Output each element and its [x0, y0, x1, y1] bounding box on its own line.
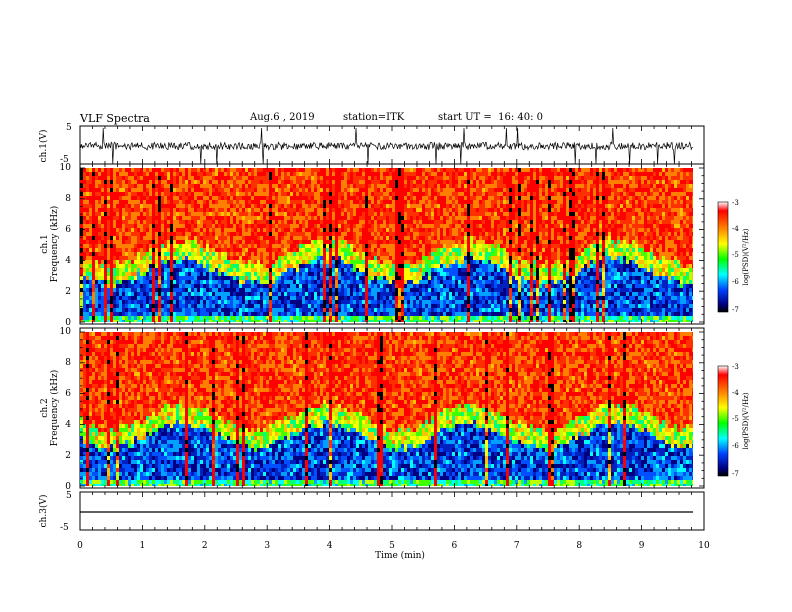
- spec2-ylabel-channel: ch.2: [40, 398, 50, 417]
- spec2-ytick-8: 8: [65, 358, 71, 368]
- spec2-ytick-2: 2: [65, 451, 71, 461]
- xtick-2: 2: [202, 541, 208, 551]
- x-axis-label: Time (min): [375, 550, 425, 561]
- spec2-ytick-6: 6: [65, 389, 71, 399]
- cb1-tick-5: -5: [732, 251, 739, 259]
- cb1-tick-6: -6: [732, 278, 739, 286]
- colorbar-ch2: [717, 365, 729, 477]
- xtick-0: 0: [77, 541, 83, 551]
- colorbar-ch2-ticks: -3 -4 -5 -6 -7: [732, 363, 739, 478]
- xtick-10: 10: [698, 541, 710, 551]
- spec1-ytick-6: 6: [65, 225, 71, 235]
- xtick-8: 8: [576, 541, 582, 551]
- date-label: Aug.6 , 2019: [250, 112, 315, 123]
- spec1-ytick-8: 8: [65, 194, 71, 204]
- spec2-ytick-10: 10: [60, 327, 72, 337]
- ch3-ytick-neg5: -5: [60, 523, 69, 533]
- xtick-3: 3: [264, 541, 270, 551]
- spec1-ytick-labels: 0 2 4 6 8 10: [60, 163, 72, 328]
- x-axis-ticks: [79, 126, 705, 530]
- xtick-1: 1: [140, 541, 146, 551]
- colorbar-ch1-ticks: -3 -4 -5 -6 -7: [732, 199, 739, 314]
- spec2-ylabel-frequency: Frequency (kHz): [49, 370, 60, 447]
- spec2-ytick-0: 0: [65, 482, 71, 492]
- start-time-label: start UT = 16: 40: 0: [438, 112, 544, 123]
- ch1-ytick-5: 5: [66, 123, 72, 133]
- cb2-tick-4: -4: [732, 389, 739, 397]
- spec2-ytick-4: 4: [65, 420, 71, 430]
- cb2-tick-3: -3: [732, 363, 739, 371]
- ch1-ytick-neg5: -5: [60, 155, 69, 165]
- colorbar-ch1: [717, 201, 729, 313]
- figure-title: VLF Spectra: [80, 112, 150, 125]
- cb1-tick-4: -4: [732, 225, 739, 233]
- y-axis-ticks: [80, 167, 704, 487]
- xtick-9: 9: [639, 541, 645, 551]
- panel-frame-ch3-wave: [79, 491, 705, 531]
- ch3-ytick-5: 5: [66, 491, 72, 501]
- spec1-ytick-4: 4: [65, 256, 71, 266]
- ch1-ylabel: ch.1(V): [38, 130, 49, 163]
- spec1-ylabel-frequency: Frequency (kHz): [49, 206, 60, 283]
- xtick-5: 5: [389, 541, 395, 551]
- cb2-tick-7: -7: [732, 470, 739, 478]
- cb2-tick-6: -6: [732, 442, 739, 450]
- xtick-4: 4: [327, 541, 333, 551]
- spec2-ytick-labels: 0 2 4 6 8 10: [60, 327, 72, 492]
- colorbar-ch1-label: log(PSD)(V²/Hz): [742, 228, 750, 285]
- ch3-ylabel: ch.3(V): [38, 495, 49, 528]
- xtick-6: 6: [452, 541, 458, 551]
- spec1-ylabel-channel: ch.1: [40, 234, 50, 253]
- cb1-tick-7: -7: [732, 306, 739, 314]
- waveform-ch1: [80, 127, 693, 164]
- cb2-tick-5: -5: [732, 415, 739, 423]
- spec1-ytick-10: 10: [60, 163, 72, 173]
- x-tick-labels: 0 1 2 3 4 5 6 7 8 9 10: [77, 541, 710, 551]
- spec1-ytick-2: 2: [65, 287, 71, 297]
- spec1-ytick-0: 0: [65, 318, 71, 328]
- spectrogram-ch1: [80, 168, 693, 322]
- xtick-7: 7: [514, 541, 520, 551]
- spectrogram-ch2: [80, 332, 693, 486]
- cb1-tick-3: -3: [732, 199, 739, 207]
- station-label: station=ITK: [343, 112, 405, 123]
- colorbar-ch2-label: log(PSD)(V²/Hz): [742, 392, 750, 449]
